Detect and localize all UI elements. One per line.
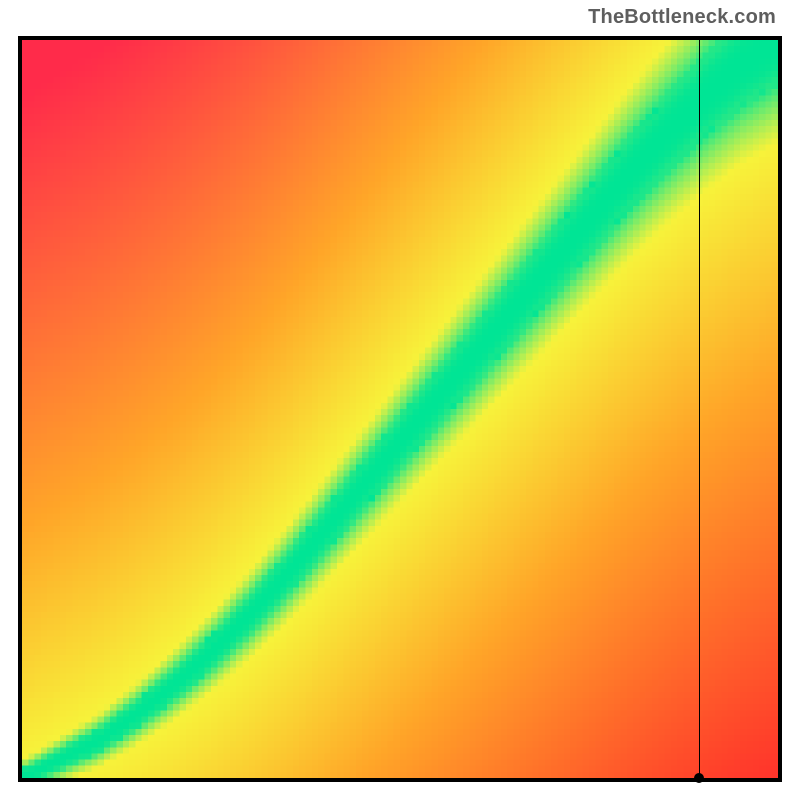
chart-container: TheBottleneck.com <box>0 0 800 800</box>
marker-dot <box>694 773 704 783</box>
plot-frame <box>18 36 782 782</box>
attribution-text: TheBottleneck.com <box>588 6 776 29</box>
marker-vertical-line <box>699 40 700 778</box>
